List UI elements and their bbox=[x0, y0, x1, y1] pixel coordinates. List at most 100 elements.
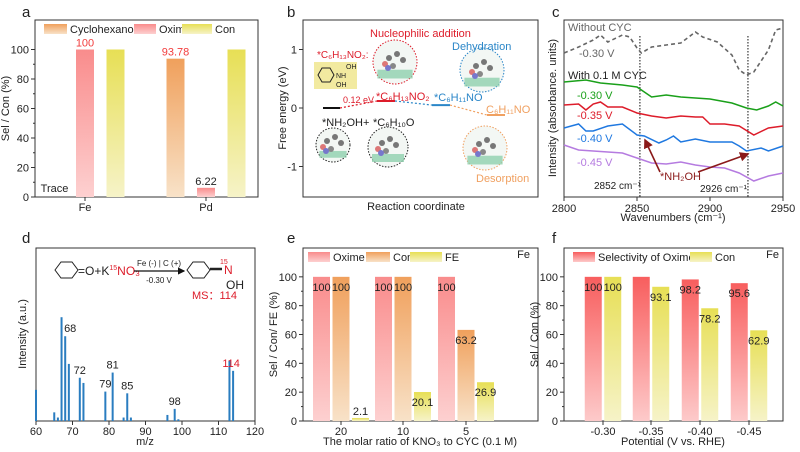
e-bar-oxime bbox=[313, 276, 330, 421]
d-peak-bar bbox=[82, 382, 85, 421]
e-value-label: 26.9 bbox=[475, 387, 496, 399]
f-xtick-label: -0.40 bbox=[687, 426, 712, 438]
e-bar-oxime bbox=[438, 276, 455, 421]
a-legend-label: Con bbox=[215, 24, 235, 36]
a-ytick-label: 20 bbox=[17, 163, 29, 175]
atom-icon bbox=[475, 151, 481, 157]
f-bar-con bbox=[701, 308, 719, 421]
e-value-label: 2.1 bbox=[353, 406, 368, 418]
d-xtick-label: 100 bbox=[173, 426, 191, 438]
b-ytick-label: 1 bbox=[291, 45, 297, 57]
atom-icon bbox=[323, 148, 329, 154]
panel-letter-c: c bbox=[552, 4, 560, 21]
f-ylabel: Sel / Con (%) bbox=[529, 302, 541, 367]
d-peak-bar bbox=[122, 417, 125, 421]
d-peak-label: 98 bbox=[169, 396, 181, 408]
f-value-label: 62.9 bbox=[748, 335, 769, 347]
e-bar-oxime bbox=[375, 276, 392, 421]
d-xtick-label: 120 bbox=[246, 426, 264, 438]
b-species-1a: *NH₂OH bbox=[322, 117, 363, 129]
e-value-label: 100 bbox=[332, 282, 350, 294]
d-peak-label: 68 bbox=[64, 323, 76, 335]
f-bar-con bbox=[604, 276, 622, 421]
b-structure-oh2: OH bbox=[336, 82, 347, 89]
e-value-label: 100 bbox=[437, 282, 455, 294]
panel-letter-e: e bbox=[287, 230, 295, 247]
c-series-label: -0.35 V bbox=[577, 110, 613, 122]
c-series-label: -0.30 V bbox=[579, 48, 615, 60]
f-ytick-label: 100 bbox=[540, 272, 558, 284]
f-bar-selectivity-of-oxime bbox=[730, 283, 748, 421]
a-ytick-label: 0 bbox=[23, 192, 29, 204]
atom-icon bbox=[490, 143, 496, 149]
atom-icon bbox=[390, 63, 396, 69]
e-bar-fe bbox=[477, 382, 494, 421]
a-ytick-label: 100 bbox=[11, 45, 29, 57]
d-peak-bar bbox=[126, 393, 129, 421]
c-nh2oh-label: *NH₂OH bbox=[660, 171, 701, 183]
d-product-isotope: 15 bbox=[220, 259, 228, 266]
atom-icon bbox=[328, 146, 334, 152]
c-series-label: -0.40 V bbox=[577, 133, 613, 145]
d-peak-bar bbox=[64, 336, 67, 421]
atom-icon bbox=[487, 65, 493, 71]
e-bar-fe bbox=[414, 392, 431, 421]
c-xtick-label: 2800 bbox=[552, 203, 576, 215]
c-xtick-label: 2850 bbox=[625, 203, 649, 215]
a-ylabel: Sel / Con (%) bbox=[0, 76, 12, 141]
e-ytick-label: 60 bbox=[285, 330, 297, 342]
d-reactant-text: =O+K15NO₃ bbox=[78, 264, 140, 278]
d-peak-bar bbox=[56, 417, 59, 421]
atom-icon bbox=[481, 59, 487, 65]
panel-letter-b: b bbox=[287, 4, 295, 21]
a-bar-oxime bbox=[76, 49, 94, 197]
d-conditions-bottom: -0.30 V bbox=[146, 276, 172, 285]
d-conditions-top: Fe (-) | C (+) bbox=[137, 259, 181, 268]
b-label-nucleophilic: Nucleophilic addition bbox=[370, 28, 471, 40]
atom-icon bbox=[400, 57, 406, 63]
e-bar-con bbox=[457, 329, 475, 421]
b-ytick-label: 0 bbox=[291, 103, 297, 115]
f-legend-swatch bbox=[573, 252, 595, 262]
d-product-oh: OH bbox=[226, 278, 244, 292]
c-xtick-label: 2900 bbox=[698, 203, 722, 215]
a-ytick-label: 60 bbox=[17, 104, 29, 116]
c-arrow-icon bbox=[697, 152, 750, 173]
b-xlabel: Reaction coordinate bbox=[367, 201, 465, 213]
a-ytick-label: 40 bbox=[17, 133, 29, 145]
atom-icon bbox=[379, 140, 385, 146]
b-species-3: *C₆H₁₁NO bbox=[434, 92, 483, 104]
d-peak-label: 114 bbox=[222, 358, 240, 370]
b-energy-connector bbox=[449, 104, 488, 116]
atom-icon bbox=[378, 150, 384, 156]
atom-icon bbox=[477, 71, 483, 77]
a-ytick-label: 80 bbox=[17, 74, 29, 86]
e-ytick-label: 20 bbox=[285, 387, 297, 399]
panel-letter-d: d bbox=[22, 230, 30, 247]
atom-icon bbox=[393, 142, 399, 148]
e-xlabel: The molar ratio of KNO₃ to CYC (0.1 M) bbox=[323, 436, 517, 448]
atom-icon bbox=[473, 63, 479, 69]
f-xtick-label: -0.35 bbox=[638, 426, 663, 438]
f-bar-con bbox=[750, 330, 768, 421]
f-value-label: 95.6 bbox=[729, 288, 750, 300]
catalyst-surface-icon bbox=[464, 77, 500, 87]
d-xtick-label: 60 bbox=[30, 426, 42, 438]
f-legend-label: Con bbox=[715, 252, 735, 264]
b-barrier-label: 0.12 eV bbox=[343, 95, 374, 105]
d-ylabel: Intensity (a.u.) bbox=[17, 299, 29, 369]
atom-icon bbox=[324, 138, 330, 144]
e-xtick-label: 20 bbox=[335, 426, 347, 438]
f-value-label: 78.2 bbox=[699, 313, 720, 325]
c-spectrum-line bbox=[563, 101, 784, 136]
cyclohexane-ring-icon bbox=[317, 67, 335, 83]
e-value-label: 63.2 bbox=[455, 335, 476, 347]
f-bar-selectivity-of-oxime bbox=[584, 276, 602, 421]
e-ytick-label: 0 bbox=[291, 416, 297, 428]
e-value-label: 20.1 bbox=[412, 397, 433, 409]
a-legend-swatch bbox=[134, 24, 156, 34]
c-series-label: -0.45 V bbox=[577, 157, 613, 169]
a-bar-con bbox=[106, 49, 125, 197]
c-spectrum-line bbox=[563, 144, 784, 182]
